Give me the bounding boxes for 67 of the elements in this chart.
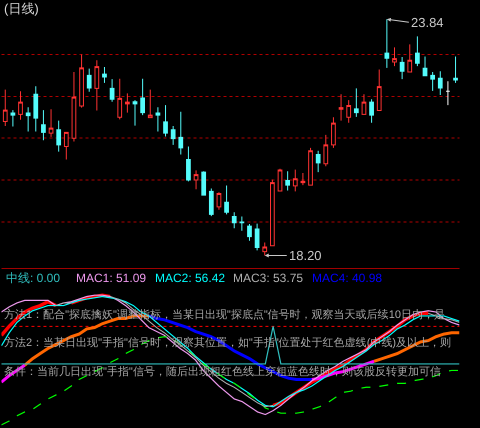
candlestick	[239, 216, 244, 232]
series-label: MAC1: 51.09	[76, 271, 146, 285]
candlestick	[300, 172, 306, 186]
candlestick	[453, 56, 458, 84]
candlestick	[278, 168, 282, 192]
candlestick	[224, 185, 229, 215]
candlestick	[323, 134, 328, 167]
candlestick	[201, 170, 206, 196]
candlestick	[117, 78, 122, 120]
candlestick	[102, 66, 107, 84]
text: 18.20	[289, 248, 322, 263]
candlestick	[18, 90, 23, 120]
candlestick	[415, 36, 420, 67]
candlestick	[331, 116, 336, 148]
candlestick	[148, 89, 153, 119]
candlestick	[270, 179, 275, 246]
text: 中线: 0.00	[6, 271, 60, 285]
candlestick	[41, 110, 46, 141]
candlestick	[110, 78, 114, 102]
candlestick	[422, 56, 428, 76]
candlestick	[369, 98, 374, 124]
candlestick	[438, 70, 443, 96]
chart-title: (日线)	[4, 1, 39, 16]
text: 23.84	[411, 15, 444, 30]
candlestick	[338, 94, 344, 122]
candlestick	[125, 92, 130, 114]
candlestick	[362, 94, 366, 115]
candlestick	[64, 131, 69, 160]
candlestick	[194, 170, 198, 190]
candlestick	[430, 72, 436, 92]
candlestick	[56, 120, 62, 152]
candlestick	[2, 89, 8, 127]
candlestick	[33, 86, 38, 132]
candlestick	[262, 242, 268, 256]
candlestick	[132, 100, 138, 126]
candlestick	[178, 111, 184, 156]
candlestick	[354, 88, 359, 118]
candlestick	[26, 106, 31, 132]
candlestick	[376, 69, 382, 112]
candlestick	[316, 150, 321, 173]
text: MAC2: 56.42	[155, 271, 226, 285]
candlestick	[446, 80, 450, 106]
candlestick	[216, 192, 222, 210]
candlestick	[392, 46, 397, 67]
candlestick	[292, 169, 298, 192]
candlestick	[163, 104, 168, 138]
candlestick	[232, 212, 237, 229]
candlestick	[72, 72, 76, 142]
candlestick	[285, 170, 290, 192]
candlestick	[407, 44, 412, 73]
candlestick	[86, 68, 92, 92]
candlestick	[10, 110, 16, 127]
candlestick	[208, 188, 214, 217]
text: MAC4: 40.98	[312, 271, 382, 285]
candlestick	[170, 126, 176, 146]
candlestick	[186, 146, 191, 182]
candlestick	[400, 56, 404, 80]
candlestick	[140, 78, 145, 116]
candlestick	[79, 54, 84, 108]
candlestick	[247, 224, 252, 242]
candlestick	[48, 108, 54, 138]
candlestick	[346, 100, 352, 124]
candlestick	[308, 147, 313, 186]
text: MAC3: 53.75	[233, 271, 304, 285]
candlestick	[254, 223, 260, 251]
candlestick	[94, 60, 100, 112]
candlestick	[156, 106, 160, 132]
